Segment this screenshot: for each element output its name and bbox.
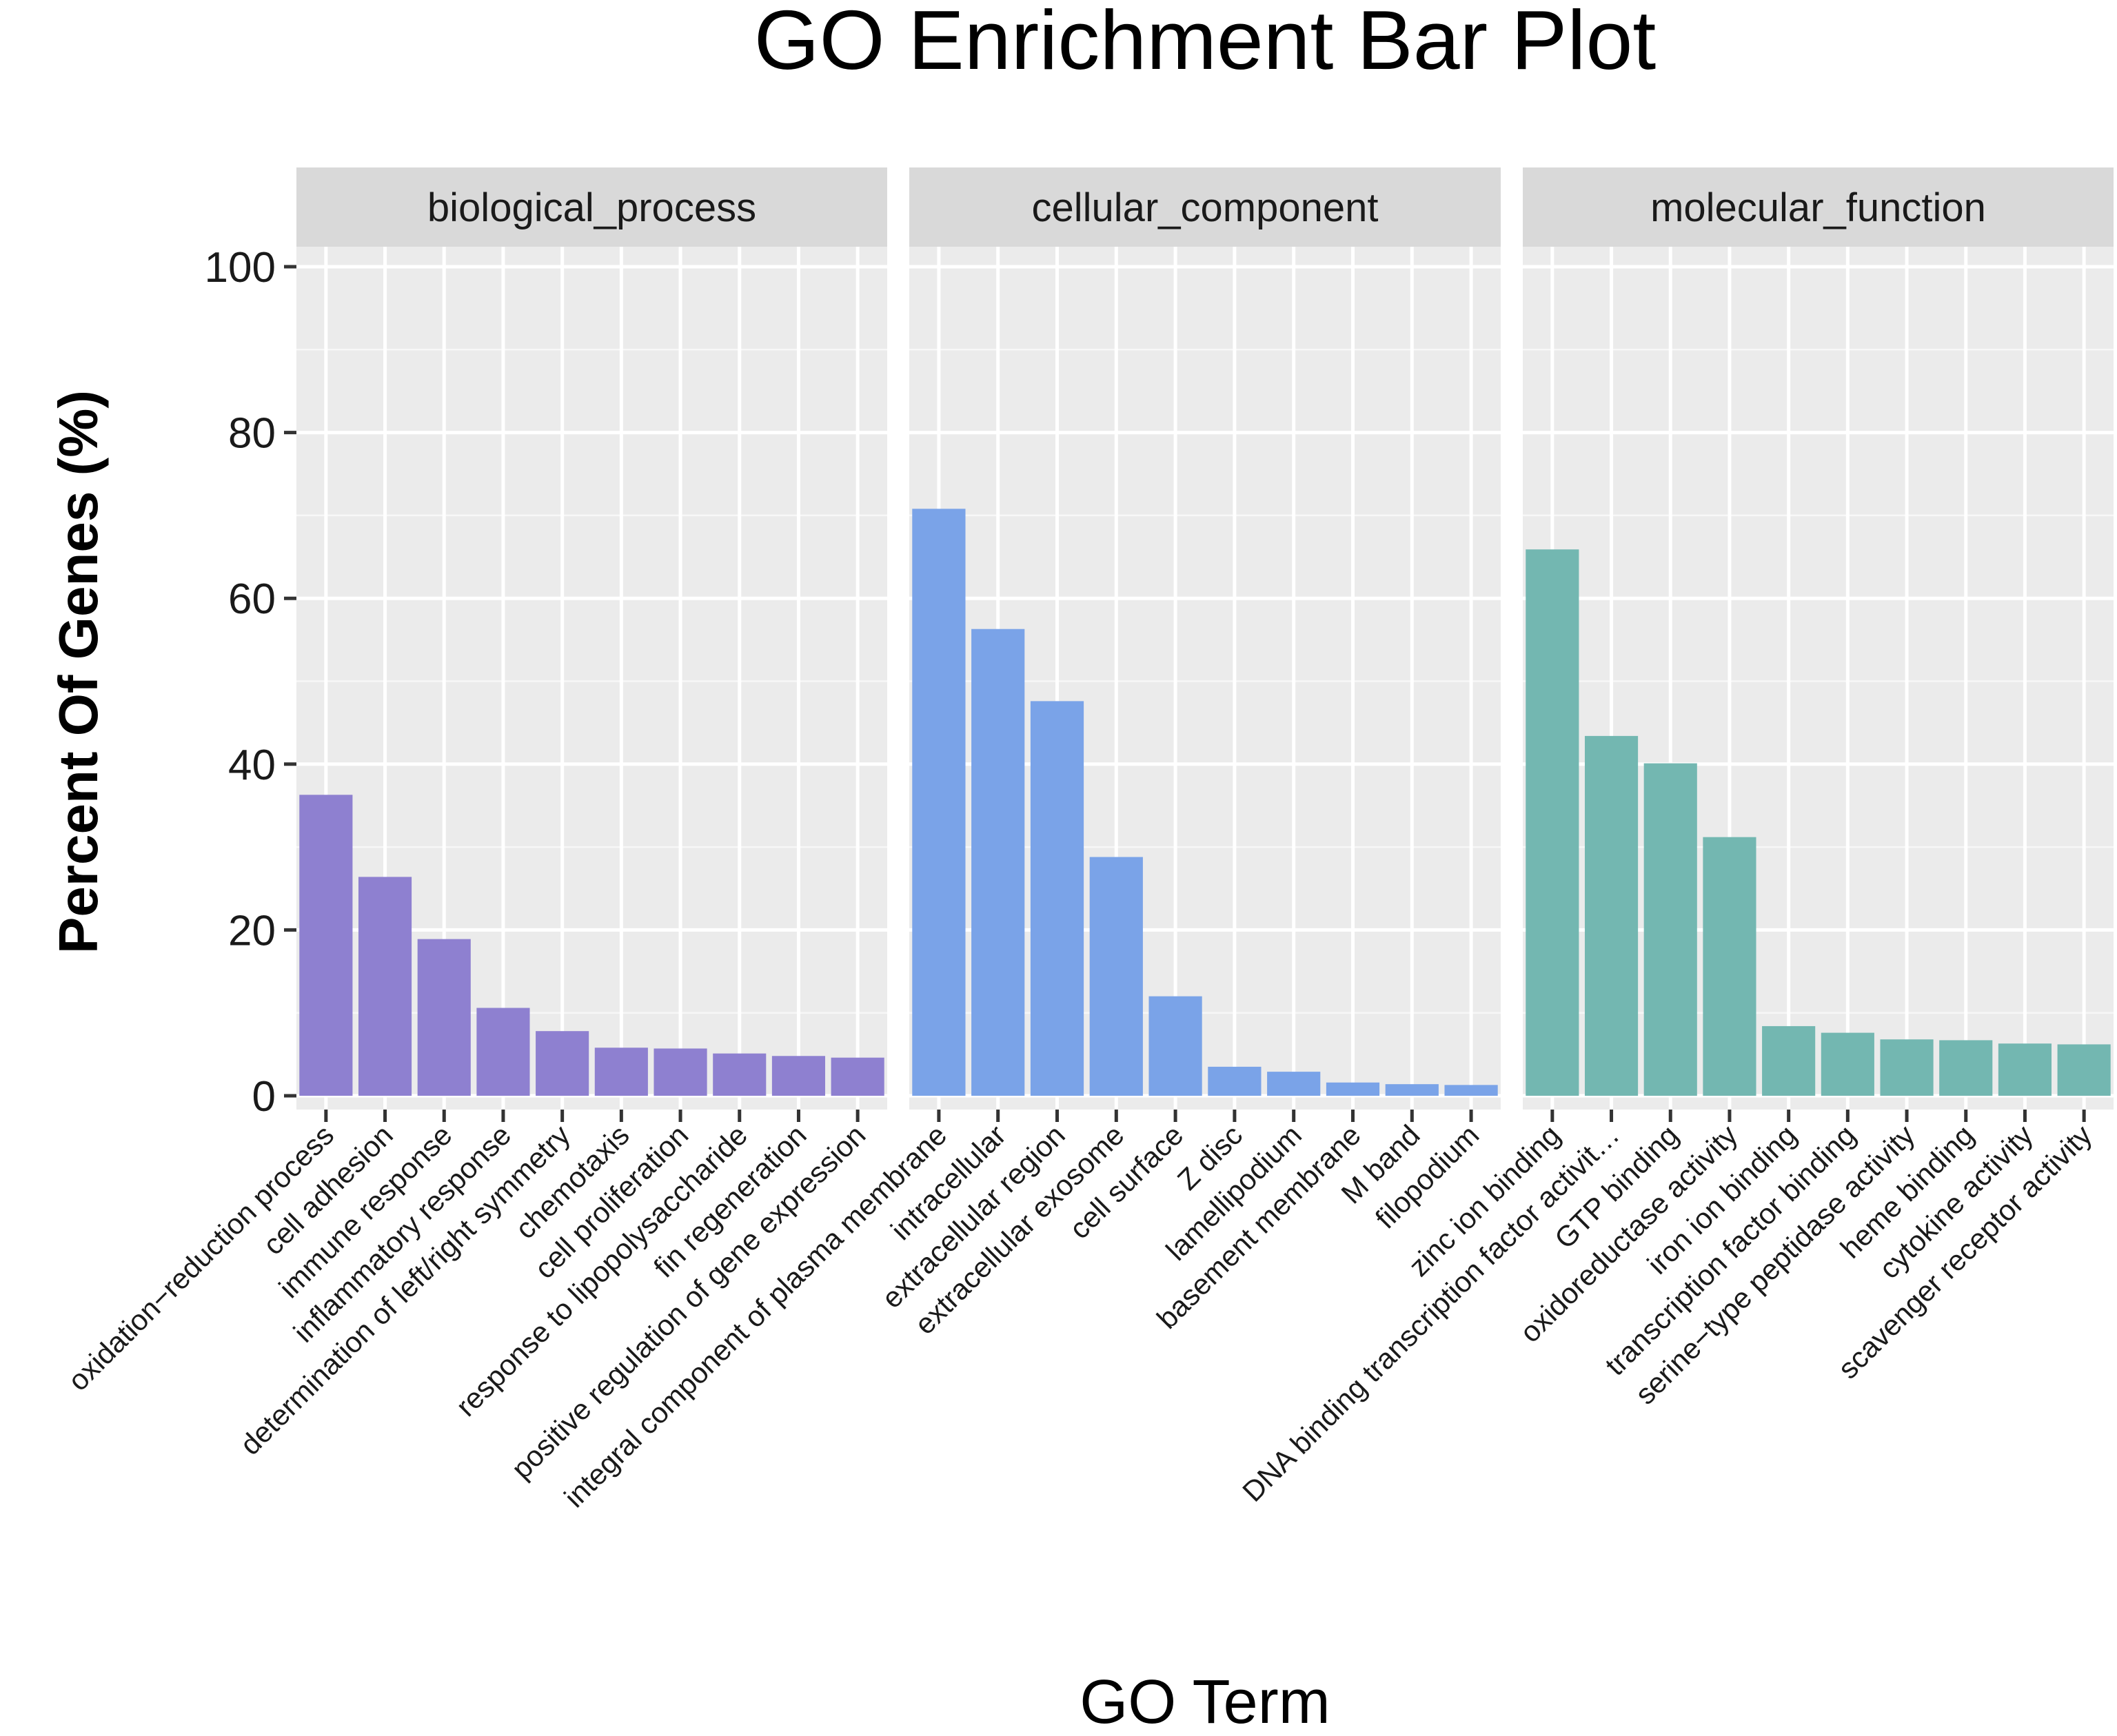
bar <box>1148 996 1202 1096</box>
facet-strip-label: biological_process <box>427 185 756 230</box>
facet-strip-label: molecular_function <box>1650 185 1986 230</box>
bar <box>1030 701 1084 1096</box>
bar <box>1584 735 1639 1096</box>
bar <box>971 629 1025 1096</box>
bar <box>1526 549 1579 1096</box>
bar <box>654 1048 707 1096</box>
bar <box>1444 1085 1498 1096</box>
bar <box>1821 1032 1874 1096</box>
bar <box>713 1053 767 1096</box>
bar <box>2057 1044 2111 1096</box>
y-axis-title: Percent Of Genes (%) <box>48 390 109 954</box>
facet-strip <box>909 167 1501 247</box>
bar <box>1762 1025 1816 1096</box>
facet-strip-label: cellular_component <box>1032 185 1379 230</box>
y-axis: 0 20 40 60 80 100 <box>205 244 296 1121</box>
y-tick-label: 0 <box>252 1073 276 1121</box>
bar <box>1385 1084 1439 1096</box>
y-tick-label: 40 <box>228 742 276 789</box>
bar <box>831 1057 884 1096</box>
y-tick-label: 60 <box>228 575 276 623</box>
bar <box>912 509 966 1096</box>
facet-strip <box>296 167 887 247</box>
bar <box>536 1031 589 1096</box>
bar <box>1208 1066 1262 1096</box>
bar <box>1939 1040 1993 1096</box>
x-axis-title: GO Term <box>1080 1668 1330 1736</box>
facet-strip <box>1523 167 2114 247</box>
bar <box>417 939 471 1096</box>
bar <box>594 1048 648 1096</box>
bar <box>1703 837 1756 1096</box>
y-tick-label: 80 <box>228 410 276 458</box>
y-tick-label: 20 <box>228 907 276 954</box>
y-tick-label: 100 <box>205 244 276 292</box>
bar <box>1326 1082 1380 1096</box>
bar <box>358 877 412 1096</box>
bar <box>476 1008 530 1096</box>
bar <box>1089 857 1143 1096</box>
bar <box>771 1056 826 1096</box>
bar <box>1998 1043 2052 1096</box>
chart-title: GO Enrichment Bar Plot <box>754 0 1657 87</box>
bar <box>1880 1039 1934 1096</box>
bar <box>1643 763 1697 1096</box>
bar <box>299 795 353 1096</box>
bar <box>1267 1072 1321 1096</box>
